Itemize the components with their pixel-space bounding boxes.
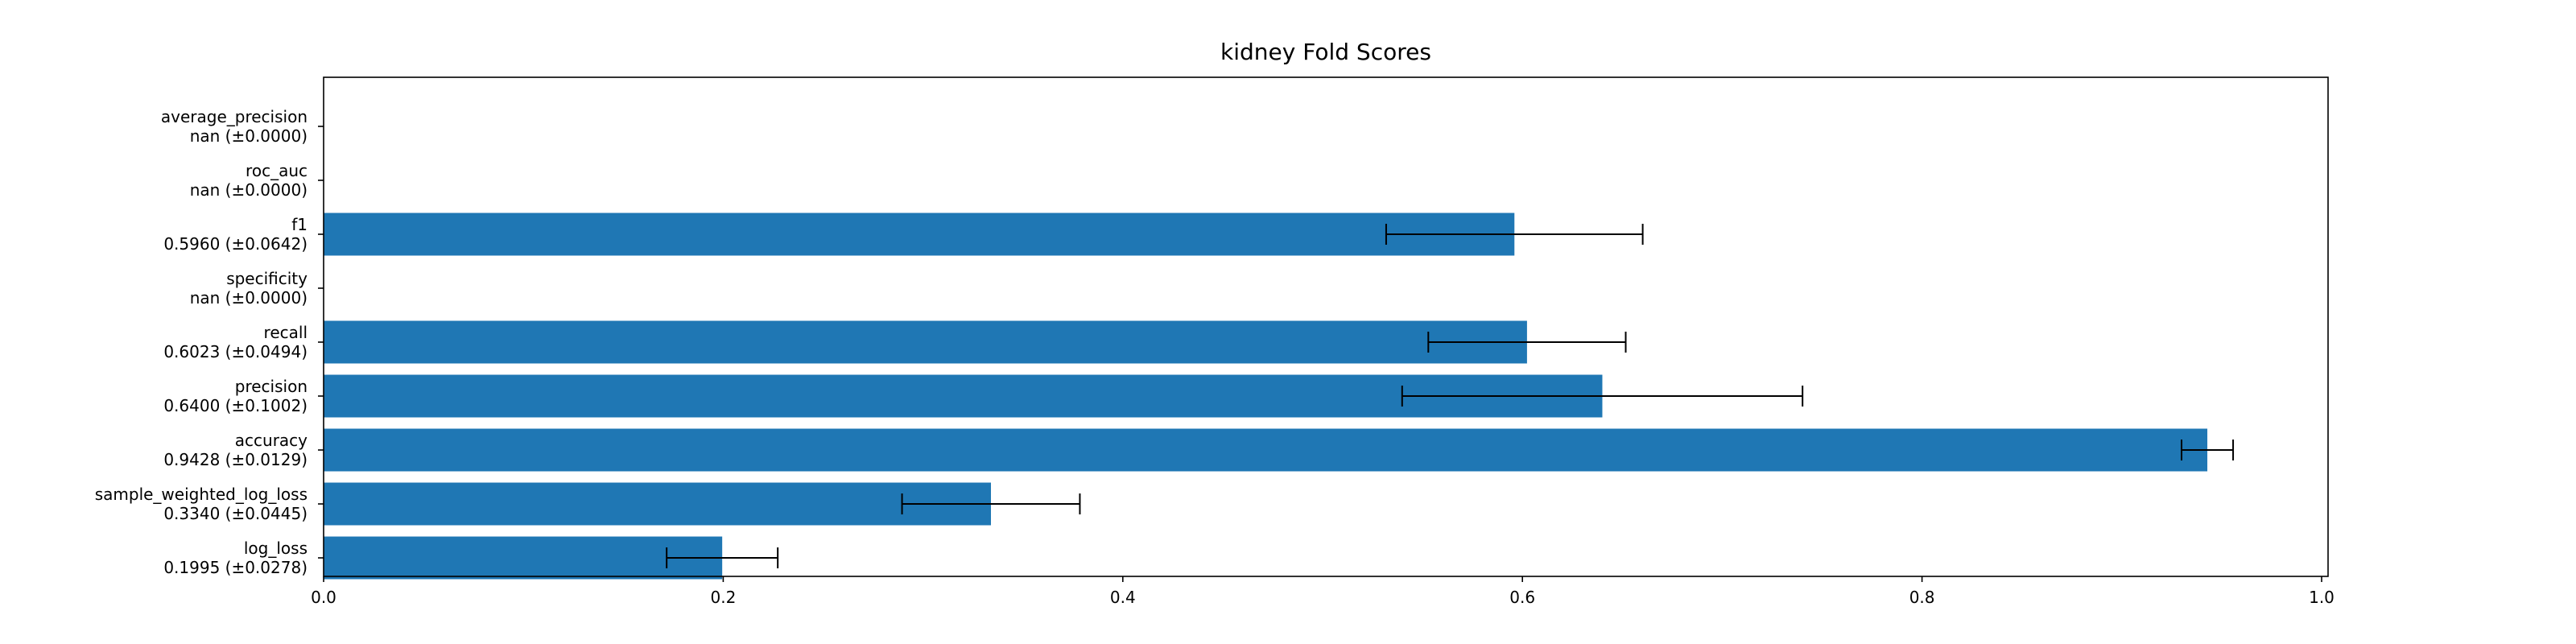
y-tick-label-accuracy: accuracy: [235, 431, 308, 450]
y-tick-summary-specificity: nan (±0.0000): [190, 288, 308, 308]
y-tick-summary-f1: 0.5960 (±0.0642): [163, 234, 308, 254]
bar-accuracy: [324, 428, 2208, 472]
y-tick-label-roc_auc: roc_auc: [246, 161, 308, 180]
y-tick-label-sample_weighted_log_loss: sample_weighted_log_loss: [95, 485, 308, 504]
error-bars-layer: [666, 224, 2235, 568]
x-axis: 0.0 0.2 0.4 0.6 0.8 1.0: [311, 576, 2334, 607]
y-tick-label-log_loss: log_loss: [244, 539, 308, 558]
bar-recall: [324, 320, 1527, 364]
error-bar-sample_weighted_log_loss: [901, 493, 1081, 514]
plot-frame: [323, 76, 2329, 577]
y-tick-summary-accuracy: 0.9428 (±0.0129): [163, 450, 308, 469]
bar-log_loss: [324, 536, 723, 580]
y-tick-label-f1: f1: [291, 215, 308, 234]
x-tick-label: 0.8: [1909, 588, 1935, 607]
chart-title: kidney Fold Scores: [1220, 39, 1431, 65]
y-tick-label-recall: recall: [264, 323, 308, 342]
y-tick-summary-recall: 0.6023 (±0.0494): [163, 342, 308, 361]
y-tick-summary-log_loss: 0.1995 (±0.0278): [163, 558, 308, 577]
error-bar-log_loss: [666, 547, 779, 568]
y-tick-summary-precision: 0.6400 (±0.1002): [163, 396, 308, 415]
y-tick-label-average_precision: average_precision: [161, 107, 308, 126]
x-tick-label: 0.0: [311, 588, 336, 607]
y-tick-summary-roc_auc: nan (±0.0000): [190, 180, 308, 200]
x-tick-label: 0.2: [710, 588, 736, 607]
bar-precision: [324, 374, 1603, 418]
error-bar-accuracy: [2181, 440, 2235, 460]
y-tick-label-specificity: specificity: [226, 269, 308, 288]
error-bar-f1: [1385, 224, 1644, 245]
bar-f1: [324, 213, 1515, 256]
x-tick-label: 1.0: [2309, 588, 2334, 607]
x-tick-label: 0.4: [1110, 588, 1136, 607]
x-tick-label: 0.6: [1509, 588, 1535, 607]
error-bar-precision: [1401, 386, 1804, 407]
error-bar-recall: [1427, 332, 1627, 353]
bar-sample_weighted_log_loss: [324, 482, 991, 526]
bars-layer: [324, 213, 2208, 580]
y-tick-summary-average_precision: nan (±0.0000): [190, 126, 308, 146]
y-tick-summary-sample_weighted_log_loss: 0.3340 (±0.0445): [163, 504, 308, 523]
y-tick-label-precision: precision: [235, 377, 308, 396]
